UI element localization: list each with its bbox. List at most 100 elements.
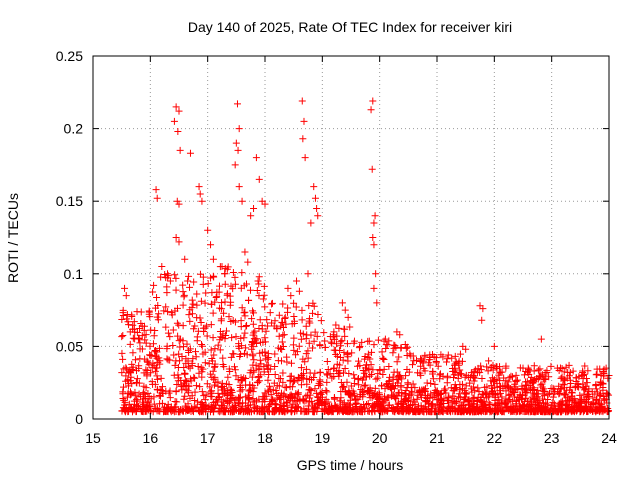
data-point-cloud — [304, 354, 312, 362]
data-point-cloud — [513, 376, 521, 384]
data-point — [372, 270, 380, 278]
data-point-cloud — [260, 282, 268, 290]
data-point-cloud — [433, 396, 441, 404]
data-point-cloud — [186, 317, 194, 325]
data-point-cloud — [374, 374, 382, 382]
data-point-cloud — [248, 315, 256, 323]
data-point-cloud — [540, 375, 548, 383]
data-point-cloud — [242, 399, 250, 407]
data-point-cloud — [270, 379, 278, 387]
data-point-cloud — [375, 400, 383, 408]
data-point — [314, 212, 322, 220]
data-point-cloud — [473, 369, 481, 377]
data-point-cloud — [557, 374, 565, 382]
data-point-cloud — [512, 385, 520, 393]
data-point-cloud — [175, 321, 183, 329]
data-point-cloud — [261, 334, 269, 342]
data-point-cloud — [128, 312, 136, 320]
data-point-cloud — [417, 402, 425, 410]
data-point-cloud — [283, 358, 291, 366]
data-point-cloud — [443, 355, 451, 363]
data-point-cloud — [277, 393, 285, 401]
data-point-cloud — [326, 402, 334, 410]
data-point-cloud — [458, 385, 466, 393]
data-point-cloud — [204, 280, 212, 288]
data-point — [233, 100, 241, 108]
data-point-cloud — [512, 401, 520, 409]
data-point-cloud — [303, 375, 311, 383]
data-point-cloud — [361, 404, 369, 412]
data-point-cloud — [455, 359, 463, 367]
data-point-cloud — [218, 333, 226, 341]
data-point — [370, 241, 378, 249]
data-point — [537, 335, 545, 343]
data-point-cloud — [488, 382, 496, 390]
data-point-cloud — [561, 391, 569, 399]
data-point-cloud — [249, 343, 257, 351]
data-point-cloud — [208, 387, 216, 395]
data-point — [234, 146, 242, 154]
data-point-cloud — [356, 362, 364, 370]
data-point-cloud — [358, 338, 366, 346]
data-point-cloud — [241, 312, 249, 320]
data-point-cloud — [196, 383, 204, 391]
data-point-cloud — [295, 342, 303, 350]
data-point-cloud — [470, 373, 478, 381]
data-point-cloud — [343, 402, 351, 410]
data-point-cloud — [370, 341, 378, 349]
data-point-cloud — [348, 408, 356, 416]
data-point-cloud — [559, 380, 567, 388]
x-tick-label: 24 — [601, 430, 617, 446]
data-point-cloud — [393, 358, 401, 366]
data-point-cloud — [507, 372, 515, 380]
data-point-cloud — [139, 389, 147, 397]
data-point-cloud — [387, 392, 395, 400]
data-point — [369, 234, 377, 241]
data-point-cloud — [513, 397, 521, 405]
data-point-cloud — [229, 350, 237, 358]
data-point-cloud — [278, 357, 286, 365]
data-point-cloud — [149, 340, 157, 348]
data-point-cloud — [468, 400, 476, 408]
data-point-cloud — [505, 383, 513, 391]
data-point-cloud — [199, 365, 207, 373]
data-point-cloud — [469, 403, 477, 411]
data-point-cloud — [492, 408, 500, 416]
data-point — [252, 154, 260, 162]
data-point-cloud — [240, 374, 248, 382]
data-point-cloud — [428, 401, 436, 409]
data-point-cloud — [196, 270, 204, 278]
data-point-cloud — [132, 408, 140, 416]
data-point-cloud — [281, 383, 289, 391]
data-point-cloud — [429, 367, 437, 375]
data-point-cloud — [243, 406, 251, 414]
data-point-cloud — [185, 311, 193, 319]
data-point-cloud — [489, 387, 497, 395]
data-point-cloud — [133, 308, 141, 316]
data-point — [244, 258, 252, 266]
data-point-cloud — [238, 377, 246, 385]
data-point — [479, 305, 487, 313]
data-point-cloud — [569, 402, 577, 410]
data-point-cloud — [231, 273, 239, 281]
x-tick-label: 23 — [544, 430, 560, 446]
data-point-cloud — [518, 392, 526, 400]
data-point — [172, 234, 180, 241]
data-point — [209, 255, 217, 263]
data-point-cloud — [530, 378, 538, 386]
data-point-cloud — [366, 372, 374, 380]
data-point-cloud — [244, 407, 252, 415]
data-point-cloud — [600, 372, 608, 380]
data-point-cloud — [225, 381, 233, 389]
data-point-cloud — [401, 396, 409, 404]
data-point-cloud — [465, 407, 473, 415]
data-point-cloud — [221, 335, 229, 343]
x-tick-label: 17 — [200, 430, 216, 446]
data-point-cloud — [409, 352, 417, 360]
data-point-cloud — [296, 397, 304, 405]
data-point-cloud — [280, 390, 288, 398]
data-point-cloud — [131, 388, 139, 396]
data-point-cloud — [168, 311, 176, 319]
data-point-cloud — [144, 389, 152, 397]
data-point-cloud — [420, 364, 428, 372]
